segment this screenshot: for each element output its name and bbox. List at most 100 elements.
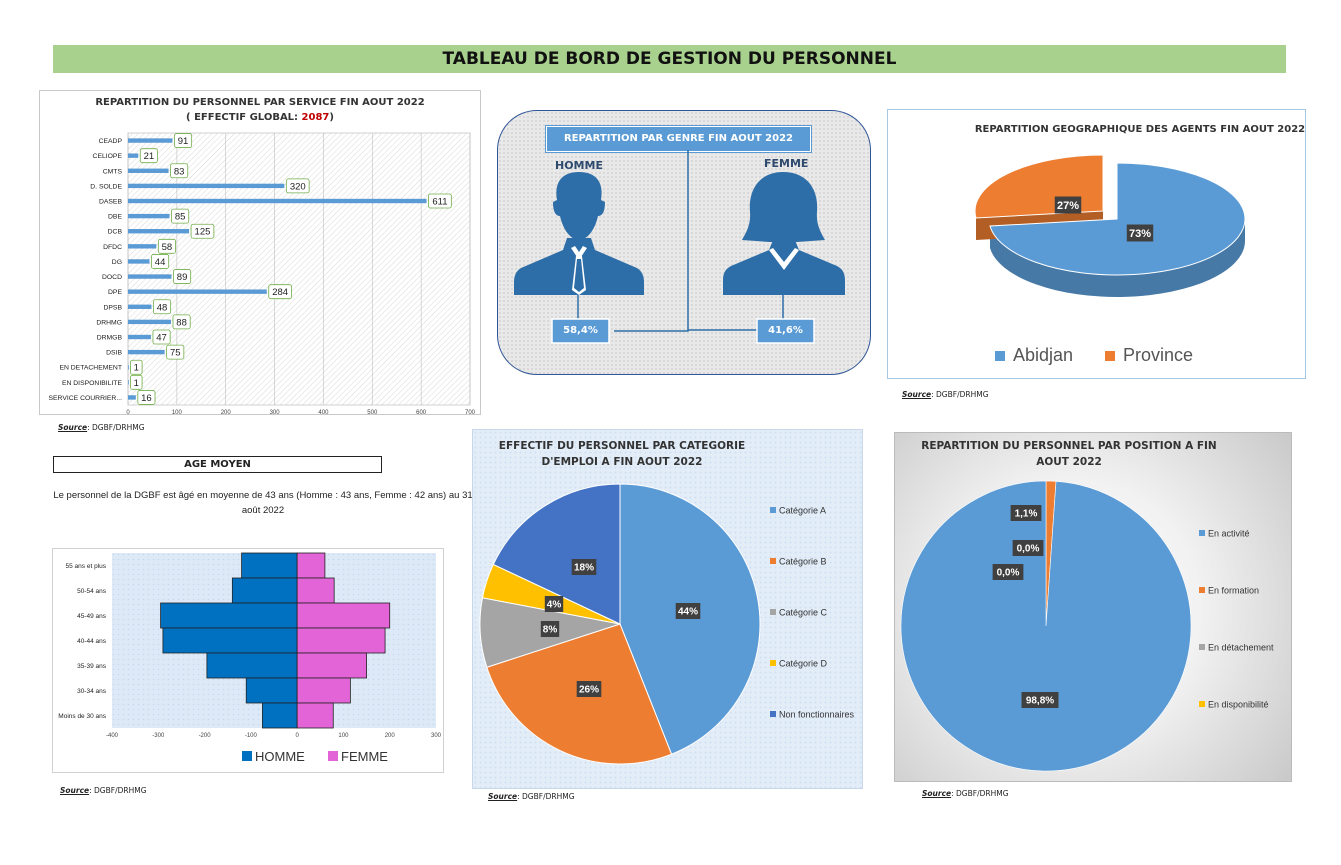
service-category-label: DPSB [103, 304, 122, 311]
age-description: Le personnel de la DGBF est âgé en moyen… [53, 490, 473, 516]
age-x-tick: 100 [338, 733, 349, 739]
service-chart-title-line1: REPARTITION DU PERSONNEL PAR SERVICE FIN… [95, 97, 425, 108]
category-legend-label: Catégorie D [779, 659, 828, 669]
position-legend-swatch [1199, 644, 1205, 650]
geo-legend-label: Abidjan [1013, 345, 1073, 365]
service-value-box [157, 238, 176, 254]
service-category-label: EN DISPONIBILITE [62, 380, 123, 387]
age-category-label: 30-34 ans [77, 688, 107, 695]
geo-value-label: 27% [1057, 200, 1079, 212]
service-category-label: SERVICE COURRIER... [48, 395, 122, 402]
age-legend-swatch [242, 751, 252, 761]
service-bar [128, 229, 190, 234]
category-legend-swatch [770, 711, 776, 717]
service-category-label: DCB [108, 229, 123, 236]
service-x-tick: 400 [318, 410, 329, 415]
geo-slice-province [974, 154, 1104, 219]
service-bar-chart: 0 100 200 300 400 500 600 700 CEADP 91 CELIOPE 21 CM… [48, 132, 476, 415]
position-legend-label: En activité [1208, 529, 1250, 539]
category-value-label-bg [540, 621, 560, 637]
category-slice [492, 483, 621, 625]
position-value-label: 98,8% [1026, 696, 1054, 707]
age-title-box: AGE MOYEN [53, 456, 382, 473]
category-legend-label: Catégorie C [779, 608, 828, 618]
service-value-label: 16 [141, 393, 152, 404]
position-value-label: 0,0% [997, 568, 1020, 579]
service-bar [128, 289, 267, 294]
service-value-box [130, 374, 143, 390]
service-value-box [151, 254, 170, 269]
service-value-box [172, 314, 191, 330]
category-legend-swatch [770, 609, 776, 615]
male-pct: 58,4% [563, 325, 598, 336]
service-value-box [166, 344, 185, 360]
service-value-label: 89 [177, 272, 188, 283]
service-value-label: 88 [176, 317, 187, 328]
position-legend-label: En détachement [1208, 643, 1274, 653]
position-legend-swatch [1199, 587, 1205, 593]
category-legend-swatch [770, 660, 776, 666]
service-value-label: 44 [155, 257, 166, 268]
service-bar [128, 365, 129, 370]
age-x-tick: -300 [152, 733, 165, 739]
category-value-label: 44% [678, 607, 698, 618]
service-value-box [173, 269, 192, 284]
service-category-label: DFDC [103, 244, 122, 251]
male-pct-box [551, 318, 610, 344]
service-value-box [171, 208, 190, 224]
service-bar [128, 168, 169, 173]
service-value-box [139, 148, 158, 164]
service-chart-total: 2087 [301, 112, 330, 123]
position-legend-label: En disponibilité [1208, 700, 1269, 710]
position-value-label-bg [1012, 540, 1044, 556]
female-label: FEMME [764, 157, 809, 170]
age-legend-swatch [328, 751, 338, 761]
category-value-label: 18% [574, 563, 594, 574]
category-legend-label: Non fonctionnaires [779, 710, 855, 720]
service-x-tick: 300 [270, 410, 281, 415]
service-value-box [268, 284, 292, 300]
position-legend-swatch [1199, 530, 1205, 536]
service-value-box [137, 390, 156, 405]
age-bar-homme [262, 702, 298, 729]
male-label: HOMME [555, 159, 603, 172]
service-category-label: DOCD [102, 274, 122, 281]
age-category-label: 45-49 ans [77, 613, 107, 620]
age-bar-femme [296, 552, 326, 579]
age-bar-femme [296, 652, 367, 679]
service-plot-area [127, 132, 471, 406]
source-value: : DGBF/DRHMG [931, 390, 989, 399]
service-bar [128, 213, 170, 219]
service-category-label: DRMGB [97, 335, 123, 342]
age-bar-homme [206, 652, 298, 679]
source-label: Source [488, 792, 518, 801]
service-bar [128, 138, 173, 143]
service-category-label: CELIOPE [93, 153, 123, 160]
category-value-label-bg [571, 559, 597, 575]
service-bar [128, 334, 151, 340]
age-bar-femme [296, 677, 351, 704]
dashboard-title: TABLEAU DE BORD DE GESTION DU PERSONNEL [53, 45, 1286, 73]
source-value: : DGBF/DRHMG [89, 786, 147, 795]
service-value-box [130, 359, 143, 375]
service-category-label: DSIB [106, 350, 122, 357]
gender-illustration [514, 150, 845, 344]
category-value-label: 4% [547, 600, 562, 611]
service-category-label: DPE [108, 289, 122, 296]
category-slice [619, 483, 761, 755]
source-note-category: Source: DGBF/DRHMG [488, 792, 575, 801]
age-category-label: 50-54 ans [77, 588, 107, 595]
service-bar [128, 349, 165, 355]
age-bar-homme [160, 602, 298, 629]
service-category-label: DG [112, 259, 122, 266]
category-legend-label: Catégorie A [779, 506, 826, 516]
category-legend-swatch [770, 558, 776, 564]
service-category-label: DASEB [99, 199, 123, 206]
service-category-label: DRHMG [96, 319, 122, 326]
service-bar [128, 304, 152, 309]
service-bar [128, 259, 150, 264]
source-value: : DGBF/DRHMG [951, 789, 1009, 798]
service-chart-title-suffix: ) [329, 112, 334, 123]
service-value-label: 611 [432, 197, 447, 208]
service-category-label: DBE [108, 214, 122, 221]
